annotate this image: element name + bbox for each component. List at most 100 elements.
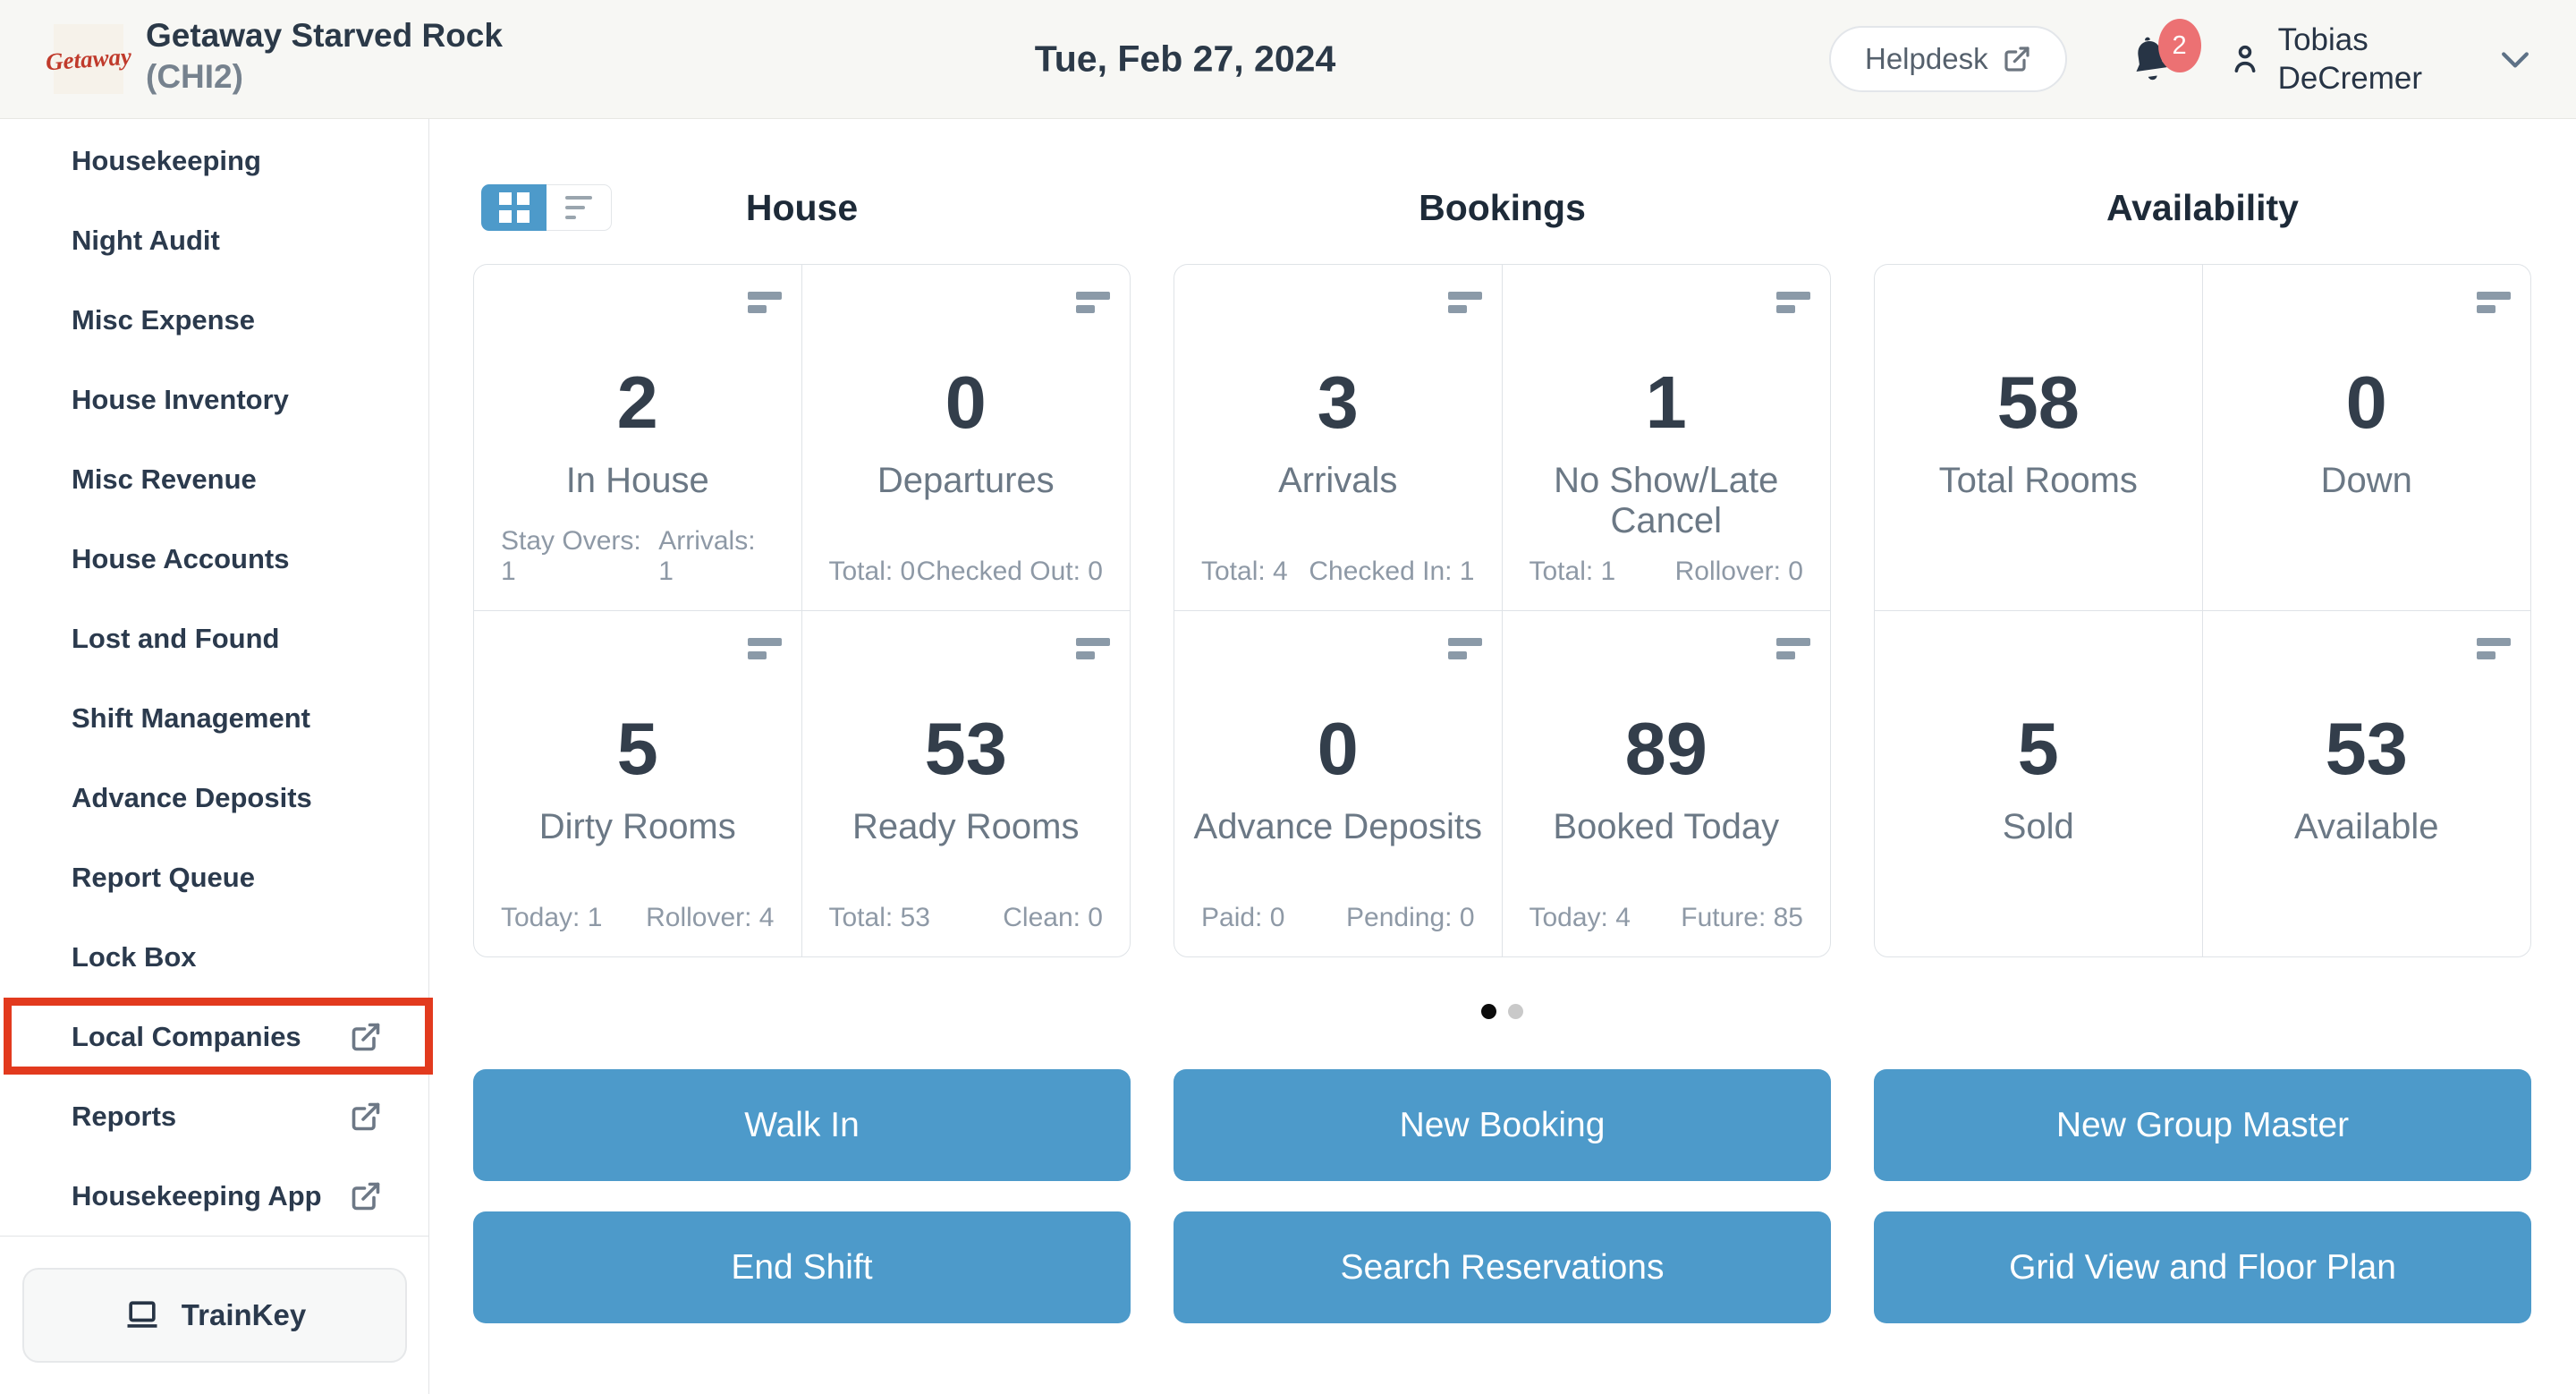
sidebar-item-local-companies[interactable]: Local Companies [0, 997, 433, 1076]
stat-label: No Show/Late Cancel [1554, 461, 1779, 540]
stats-bars-icon[interactable] [1776, 292, 1810, 313]
stat-value: 2 [616, 361, 658, 444]
stat-label: In House [565, 461, 709, 500]
stat-card-in-house[interactable]: 2 In House Stay Overs: 1 Arrivals: 1 [474, 265, 802, 611]
sidebar-item-housekeeping-app[interactable]: Housekeeping App [0, 1156, 428, 1236]
stat-label: Dirty Rooms [538, 806, 736, 846]
sidebar-item-misc-revenue[interactable]: Misc Revenue [0, 439, 428, 519]
stat-value: 58 [1996, 361, 2080, 444]
stat-card-total-rooms[interactable]: 58 Total Rooms [1875, 265, 2203, 611]
notifications-button[interactable]: 2 [2126, 19, 2201, 85]
user-menu-expander[interactable] [2496, 39, 2535, 79]
sidebar-item-label: Misc Revenue [72, 463, 257, 495]
section-card-availability: 58 Total Rooms 0 Down 5 Sold 53 Available [1874, 264, 2531, 957]
stat-footer-item: Total: 1 [1529, 556, 1616, 586]
search-reservations-button[interactable]: Search Reservations [1174, 1211, 1831, 1323]
property-info: Getaway Starved Rock (CHI2) [146, 15, 503, 98]
stat-footer-item: Rollover: 4 [646, 903, 775, 932]
stat-footer-item: Checked Out: 0 [916, 556, 1103, 586]
sidebar-item-night-audit[interactable]: Night Audit [0, 200, 428, 280]
stat-footer-item: Arrivals: 1 [658, 525, 756, 586]
stat-label: Available [2293, 806, 2439, 846]
sidebar-item-house-inventory[interactable]: House Inventory [0, 360, 428, 439]
walk-in-button[interactable]: Walk In [473, 1069, 1131, 1181]
stat-card-ready-rooms[interactable]: 53 Ready Rooms Total: 53 Clean: 0 [802, 611, 1131, 957]
stat-footer-item: Total: 4 [1201, 556, 1288, 586]
stat-card-no-show-late-cancel[interactable]: 1 No Show/Late Cancel Total: 1 Rollover: 0 [1502, 265, 1830, 611]
stat-value: 0 [2345, 361, 2387, 444]
stat-value: 89 [1624, 706, 1707, 790]
dashboard-controls: House Bookings Availability [473, 184, 2531, 231]
stat-footer: Stay Overs: 1 Arrivals: 1 [501, 526, 775, 587]
stat-footer: Total: 53 Clean: 0 [829, 903, 1104, 933]
stats-bars-icon[interactable] [747, 292, 782, 313]
sidebar-item-misc-expense[interactable]: Misc Expense [0, 280, 428, 360]
header-controls: Helpdesk 2 Tobias DeCremer [1829, 0, 2535, 118]
getaway-logo[interactable]: Getaway [45, 24, 132, 94]
stat-card-booked-today[interactable]: 89 Booked Today Today: 4 Future: 85 [1503, 611, 1831, 957]
person-icon [2234, 45, 2256, 72]
laptop-icon [127, 1301, 157, 1328]
stats-bars-icon[interactable] [1447, 637, 1482, 659]
carousel-dot-2[interactable] [1508, 1004, 1523, 1019]
stat-label: Ready Rooms [852, 806, 1080, 846]
user-menu[interactable]: Tobias DeCremer [2226, 21, 2422, 98]
stat-footer-item: Pending: 0 [1346, 903, 1475, 932]
grid-view-and-floor-plan-button[interactable]: Grid View and Floor Plan [1874, 1211, 2531, 1323]
sidebar-item-lost-and-found[interactable]: Lost and Found [0, 599, 428, 678]
section-title-bookings: Bookings [1419, 186, 1586, 228]
carousel-dot-1[interactable] [1481, 1004, 1496, 1019]
stat-footer-item: Total: 53 [828, 903, 930, 932]
stat-footer: Total: 0 Checked Out: 0 [829, 557, 1104, 587]
stats-bars-icon[interactable] [1776, 637, 1810, 659]
stat-card-dirty-rooms[interactable]: 5 Dirty Rooms Today: 1 Rollover: 4 [474, 610, 802, 956]
sidebar-item-label: House Inventory [72, 383, 289, 415]
sidebar-item-reports[interactable]: Reports [0, 1076, 428, 1156]
trainkey-button[interactable]: TrainKey [21, 1268, 407, 1363]
getaway-logo-text: Getaway [45, 42, 132, 75]
sidebar-item-label: Local Companies [72, 1020, 301, 1052]
stats-bars-icon[interactable] [1447, 292, 1482, 313]
grid-view-toggle[interactable] [481, 184, 547, 231]
sidebar-item-advance-deposits[interactable]: Advance Deposits [0, 758, 428, 837]
stat-card-arrivals[interactable]: 3 Arrivals Total: 4 Checked In: 1 [1174, 265, 1503, 611]
stat-label: Booked Today [1553, 806, 1780, 846]
property-name: Getaway Starved Rock [146, 17, 503, 54]
stat-footer: Total: 1 Rollover: 0 [1530, 557, 1804, 587]
stat-card-down[interactable]: 0 Down [2202, 265, 2530, 611]
trainkey-section: TrainKey [0, 1236, 428, 1394]
sidebar-item-label: House Accounts [72, 542, 290, 574]
new-booking-button[interactable]: New Booking [1174, 1069, 1831, 1181]
stat-card-sold[interactable]: 5 Sold [1875, 610, 2203, 956]
sidebar-item-label: Night Audit [72, 224, 220, 256]
stat-card-advance-deposits[interactable]: 0 Advance Deposits Paid: 0 Pending: 0 [1174, 610, 1503, 956]
new-group-master-button[interactable]: New Group Master [1874, 1069, 2531, 1181]
stat-value: 5 [616, 706, 658, 790]
stats-bars-icon[interactable] [747, 637, 782, 659]
stats-bars-icon[interactable] [2477, 637, 2511, 659]
stat-card-available[interactable]: 53 Available [2203, 611, 2531, 957]
user-last-name: DeCremer [2277, 61, 2422, 96]
sidebar-item-lock-box[interactable]: Lock Box [0, 917, 428, 997]
section-titles: House Bookings Availability [473, 184, 2531, 231]
sidebar-item-label: Misc Expense [72, 303, 256, 336]
stat-value: 0 [945, 361, 987, 444]
end-shift-button[interactable]: End Shift [473, 1211, 1131, 1323]
stats-bars-icon[interactable] [2477, 292, 2511, 313]
section-title-house: House [745, 186, 859, 228]
stat-footer-item: Paid: 0 [1201, 903, 1285, 932]
helpdesk-button[interactable]: Helpdesk [1829, 26, 2067, 92]
stats-bars-icon[interactable] [1076, 637, 1110, 659]
sidebar: Housekeeping Night Audit Misc Expense House… [0, 119, 433, 1394]
dashboard-sections: 2 In House Stay Overs: 1 Arrivals: 1 0 Depart… [473, 264, 2531, 957]
sidebar-item-label: Advance Deposits [72, 781, 312, 813]
list-view-toggle[interactable] [547, 184, 612, 231]
stat-card-departures[interactable]: 0 Departures Total: 0 Checked Out: 0 [801, 265, 1130, 611]
stats-bars-icon[interactable] [1076, 292, 1110, 313]
sidebar-item-report-queue[interactable]: Report Queue [0, 837, 428, 917]
stat-footer: Today: 4 Future: 85 [1530, 903, 1804, 933]
sidebar-item-shift-management[interactable]: Shift Management [0, 678, 428, 758]
sidebar-item-housekeeping[interactable]: Housekeeping [0, 121, 428, 200]
sidebar-item-house-accounts[interactable]: House Accounts [0, 519, 428, 599]
section-title-availability: Availability [2106, 186, 2299, 228]
